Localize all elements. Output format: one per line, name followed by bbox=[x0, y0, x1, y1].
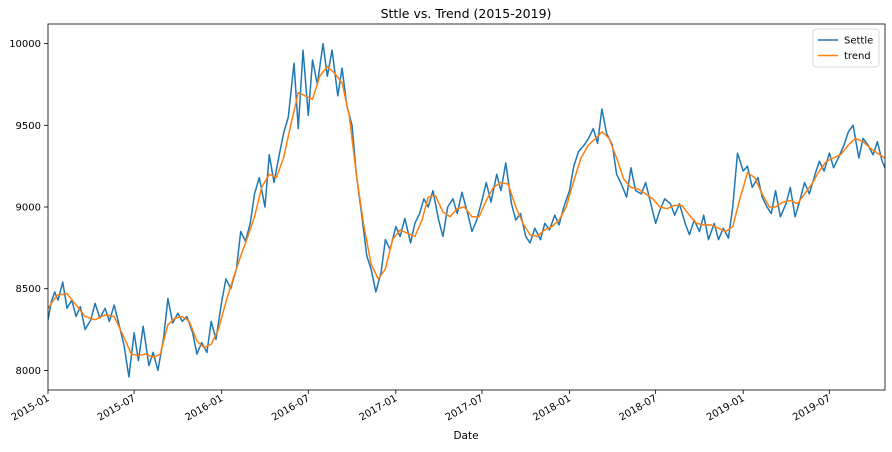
y-tick-label: 9000 bbox=[16, 203, 41, 214]
series-line-settle bbox=[48, 42, 885, 378]
x-tick-label: 2019-07 bbox=[791, 393, 833, 423]
x-tick-label: 2017-07 bbox=[444, 393, 486, 423]
x-tick-label: 2018-07 bbox=[617, 393, 659, 423]
legend: Settle trend bbox=[812, 28, 880, 68]
legend-box bbox=[812, 28, 880, 68]
y-tick-label: 8000 bbox=[16, 366, 41, 377]
series-line-trend bbox=[48, 65, 885, 359]
x-tick-label: 2017-01 bbox=[358, 393, 400, 423]
x-tick-label: 2018-01 bbox=[531, 393, 573, 423]
y-tick-label: 8500 bbox=[16, 284, 41, 295]
chart-title: Sttle vs. Trend (2015-2019) bbox=[381, 6, 552, 21]
legend-label-trend: trend bbox=[844, 51, 871, 62]
plot-area bbox=[48, 42, 885, 378]
x-tick-label: 2015-07 bbox=[96, 393, 138, 423]
legend-label-settle: Settle bbox=[844, 36, 873, 47]
y-tick-label: 10000 bbox=[9, 39, 41, 50]
x-tick-label: 2016-01 bbox=[183, 393, 225, 423]
x-axis-label: Date bbox=[453, 430, 478, 442]
x-tick-label: 2015-01 bbox=[10, 393, 52, 423]
x-tick-label: 2019-01 bbox=[705, 393, 747, 423]
axes: 8000 8500 9000 9500 10000 2015-01 2015-07 2016-… bbox=[9, 23, 886, 423]
x-tick-label: 2016-07 bbox=[270, 393, 312, 423]
y-tick-label: 9500 bbox=[16, 121, 41, 132]
